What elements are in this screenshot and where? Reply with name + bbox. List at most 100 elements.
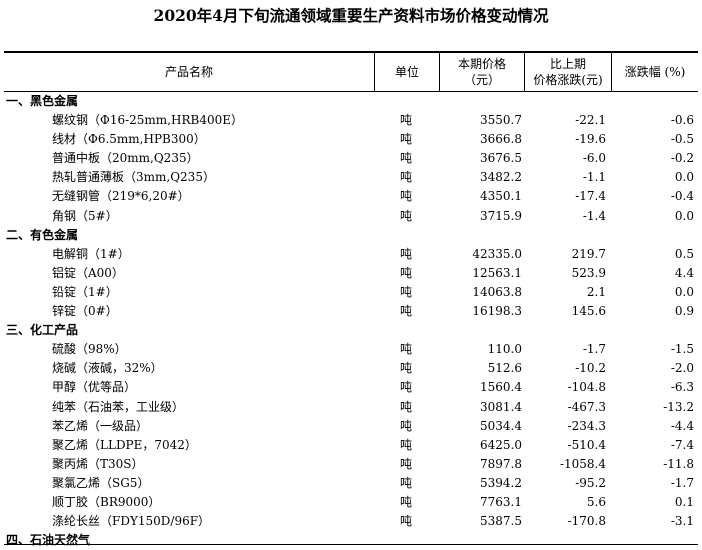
header-price-line1: 本期价格	[457, 57, 506, 71]
header-change-line2: 价格涨跌(元)	[533, 73, 603, 87]
unit-cell: 吨	[399, 170, 412, 185]
header-divider	[439, 53, 440, 91]
change-cell: -22.1	[575, 113, 606, 128]
category-label: 三、化工产品	[6, 323, 79, 338]
table-row: 普通中板（20mm,Q235） 吨 3676.5 -6.0 -0.2	[0, 149, 702, 168]
change-cell: 523.9	[571, 265, 606, 280]
table-row: 聚氯乙烯（SG5） 吨 5394.2 -95.2 -1.7	[0, 474, 702, 493]
change-cell: -1.4	[582, 208, 606, 223]
header-change-percent: 涨跌幅 (%)	[624, 65, 686, 79]
category-label: 四、石油天然气	[6, 533, 91, 548]
unit-cell: 吨	[399, 208, 412, 223]
header-divider	[374, 53, 375, 91]
table-row: 铅锭（1#） 吨 14063.8 2.1 0.0	[0, 283, 702, 302]
table-row: 烧碱（液碱，32%） 吨 512.6 -10.2 -2.0	[0, 359, 702, 378]
change-cell: -6.0	[582, 151, 606, 166]
unit-cell: 吨	[399, 342, 412, 357]
header-divider	[611, 53, 612, 91]
change-cell: -10.2	[575, 361, 606, 376]
unit-cell: 吨	[399, 437, 412, 452]
product-name: 热轧普通薄板（3mm,Q235）	[52, 170, 215, 185]
percent-cell: -0.4	[670, 189, 694, 204]
percent-cell: -2.0	[670, 361, 694, 376]
unit-cell: 吨	[399, 151, 412, 166]
percent-cell: -1.7	[670, 475, 694, 490]
table-row: 顺丁胶（BR9000） 吨 7763.1 5.6 0.1	[0, 493, 702, 512]
change-cell: 145.6	[571, 304, 606, 319]
percent-cell: 0.0	[674, 170, 694, 185]
percent-cell: -4.4	[670, 418, 694, 433]
percent-cell: 0.9	[674, 304, 694, 319]
category-label: 一、黑色金属	[6, 94, 79, 108]
price-cell: 3666.8	[480, 132, 522, 147]
table-row: 线材（Φ6.5mm,HPB300） 吨 3666.8 -19.6 -0.5	[0, 130, 702, 149]
price-cell: 512.6	[487, 361, 522, 376]
category-row: 三、化工产品	[0, 321, 702, 340]
header-change-line1: 比上期	[549, 57, 586, 71]
product-name: 锌锭（0#）	[52, 304, 118, 319]
change-cell: -19.6	[575, 132, 606, 147]
header-price-change: 比上期 价格涨跌(元)	[525, 55, 611, 89]
change-cell: -17.4	[575, 189, 606, 204]
category-row: 四、石油天然气	[0, 531, 702, 550]
category-row: 一、黑色金属	[0, 92, 702, 111]
price-cell: 7763.1	[480, 494, 522, 509]
product-name: 聚乙烯（LLDPE，7042）	[52, 437, 197, 452]
change-cell: -170.8	[567, 514, 606, 529]
product-name: 纯苯（石油苯，工业级）	[52, 399, 185, 414]
percent-cell: -0.6	[670, 113, 694, 128]
table-row: 聚乙烯（LLDPE，7042） 吨 6425.0 -510.4 -7.4	[0, 436, 702, 455]
price-cell: 7897.8	[480, 456, 522, 471]
percent-cell: 4.4	[674, 265, 694, 280]
percent-cell: -6.3	[670, 380, 694, 395]
page-title: 2020年4月下旬流通领域重要生产资料市场价格变动情况	[153, 6, 549, 25]
price-cell: 110.0	[487, 342, 522, 357]
unit-cell: 吨	[399, 265, 412, 280]
product-name: 线材（Φ6.5mm,HPB300）	[52, 132, 206, 147]
header-price-line2: （元）	[463, 73, 500, 87]
price-cell: 14063.8	[472, 284, 522, 299]
percent-cell: -7.4	[670, 437, 694, 452]
price-cell: 5387.5	[480, 514, 522, 529]
table-row: 螺纹钢（Φ16-25mm,HRB400E） 吨 3550.7 -22.1 -0.6	[0, 111, 702, 130]
unit-cell: 吨	[399, 494, 412, 509]
header-unit: 单位	[394, 65, 419, 79]
header-bottom-rule	[4, 91, 698, 92]
product-name: 甲醇（优等品）	[52, 380, 137, 395]
price-cell: 3676.5	[480, 151, 522, 166]
product-name: 无缝钢管（219*6,20#）	[52, 189, 190, 204]
table-row: 热轧普通薄板（3mm,Q235） 吨 3482.2 -1.1 0.0	[0, 168, 702, 187]
price-cell: 42335.0	[472, 246, 522, 261]
percent-cell: -11.8	[663, 456, 694, 471]
unit-cell: 吨	[399, 418, 412, 433]
table-row: 硫酸（98%） 吨 110.0 -1.7 -1.5	[0, 340, 702, 359]
product-name: 硫酸（98%）	[52, 342, 127, 357]
table-row: 铝锭（A00） 吨 12563.1 523.9 4.4	[0, 264, 702, 283]
unit-cell: 吨	[399, 189, 412, 204]
table-row: 聚丙烯（T30S） 吨 7897.8 -1058.4 -11.8	[0, 455, 702, 474]
product-name: 聚氯乙烯（SG5）	[52, 475, 150, 490]
table-row: 角钢（5#） 吨 3715.9 -1.4 0.0	[0, 207, 702, 226]
header-current-price: 本期价格 （元）	[440, 55, 524, 89]
header-divider	[524, 53, 525, 91]
product-name: 普通中板（20mm,Q235）	[52, 151, 199, 166]
percent-cell: -0.2	[670, 151, 694, 166]
unit-cell: 吨	[399, 304, 412, 319]
table-row: 甲醇（优等品） 吨 1560.4 -104.8 -6.3	[0, 378, 702, 397]
unit-cell: 吨	[399, 380, 412, 395]
unit-cell: 吨	[399, 399, 412, 414]
product-name: 螺纹钢（Φ16-25mm,HRB400E）	[52, 113, 243, 128]
percent-cell: 0.0	[674, 208, 694, 223]
change-cell: -467.3	[567, 399, 606, 414]
change-cell: -104.8	[567, 380, 606, 395]
product-name: 角钢（5#）	[52, 208, 118, 223]
unit-cell: 吨	[399, 113, 412, 128]
table-row: 锌锭（0#） 吨 16198.3 145.6 0.9	[0, 302, 702, 321]
unit-cell: 吨	[399, 514, 412, 529]
change-cell: -1.1	[582, 170, 606, 185]
change-cell: 5.6	[586, 494, 606, 509]
price-cell: 3550.7	[480, 113, 522, 128]
price-cell: 4350.1	[480, 189, 522, 204]
price-cell: 5394.2	[480, 475, 522, 490]
table-row: 纯苯（石油苯，工业级） 吨 3081.4 -467.3 -13.2	[0, 398, 702, 417]
